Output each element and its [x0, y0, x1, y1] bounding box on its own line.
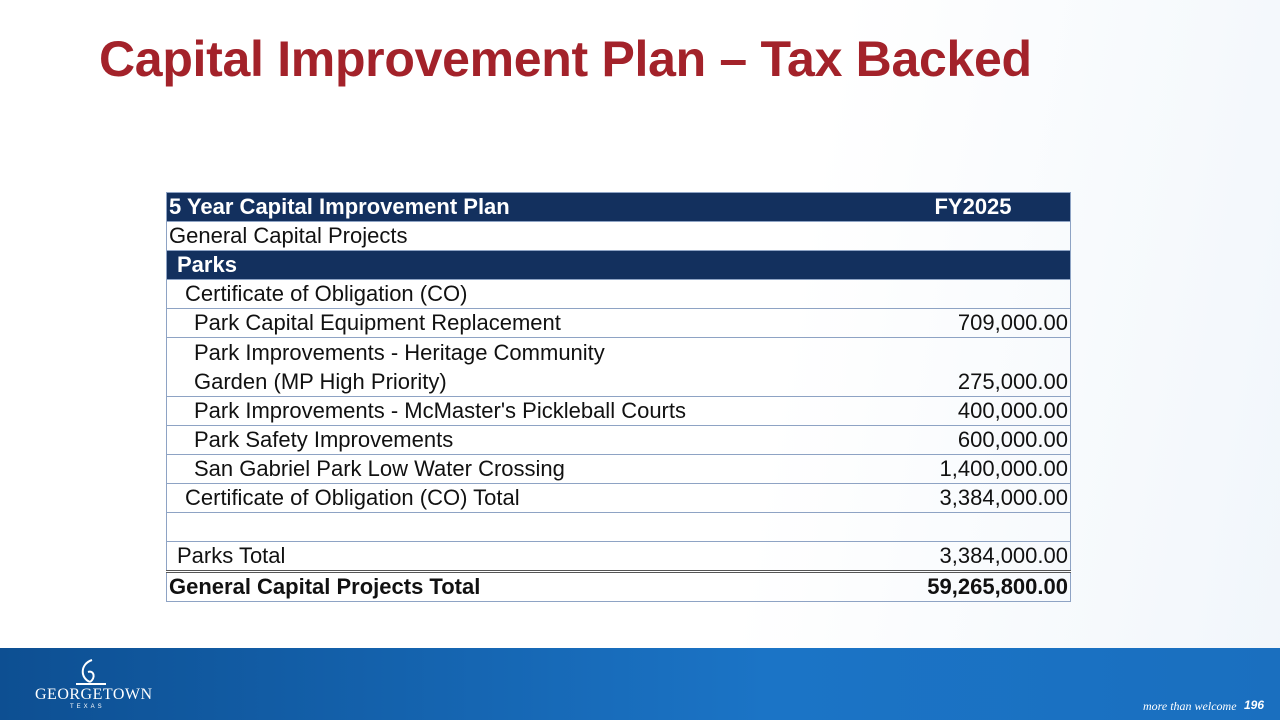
- page-number: 196: [1244, 698, 1265, 712]
- header-row: 5 Year Capital Improvement Plan FY2025: [166, 192, 1071, 222]
- row: General Capital Projects: [166, 221, 1071, 251]
- footer-band: [0, 648, 1280, 720]
- row: Parks Total 3,384,000.00: [166, 541, 1071, 572]
- cell: [166, 512, 876, 542]
- cell: 1,400,000.00: [876, 454, 1071, 484]
- row: Park Improvements - Heritage Community G…: [166, 337, 1071, 397]
- cell: General Capital Projects: [166, 221, 876, 251]
- cell: [876, 250, 1071, 280]
- cell: Park Improvements - McMaster's Picklebal…: [166, 396, 876, 426]
- cell: [876, 221, 1071, 251]
- cell: Park Improvements - Heritage Community G…: [166, 337, 876, 397]
- header-cell: 5 Year Capital Improvement Plan: [166, 192, 876, 222]
- cell: Certificate of Obligation (CO) Total: [166, 483, 876, 513]
- slide-title: Capital Improvement Plan – Tax Backed: [99, 31, 1032, 87]
- cell: 600,000.00: [876, 425, 1071, 455]
- cell: Park Capital Equipment Replacement: [166, 308, 876, 338]
- row: Park Safety Improvements 600,000.00: [166, 425, 1071, 455]
- cell: Parks Total: [166, 541, 876, 572]
- cell: [876, 279, 1071, 309]
- tagline: more than welcome: [1143, 699, 1237, 713]
- row: San Gabriel Park Low Water Crossing 1,400…: [166, 454, 1071, 484]
- cell: 275,000.00: [876, 337, 1071, 397]
- cell: 3,384,000.00: [876, 483, 1071, 513]
- logo-text: GEORGETOWN: [35, 686, 153, 703]
- logo-mark: [76, 659, 106, 685]
- cell: Park Safety Improvements: [166, 425, 876, 455]
- cell: 59,265,800.00: [876, 570, 1071, 602]
- cip-table: 5 Year Capital Improvement Plan FY2025 Ge…: [166, 192, 1071, 602]
- row: Parks: [166, 250, 1071, 280]
- cell: 709,000.00: [876, 308, 1071, 338]
- cell: Parks: [166, 250, 876, 280]
- cell: Certificate of Obligation (CO): [166, 279, 876, 309]
- row: General Capital Projects Total 59,265,800…: [166, 570, 1071, 602]
- cell: 400,000.00: [876, 396, 1071, 426]
- row: Park Capital Equipment Replacement 709,00…: [166, 308, 1071, 338]
- logo-subtext: TEXAS: [70, 704, 105, 710]
- cell: 3,384,000.00: [876, 541, 1071, 572]
- cell: San Gabriel Park Low Water Crossing: [166, 454, 876, 484]
- row: Certificate of Obligation (CO) Total 3,38…: [166, 483, 1071, 513]
- cell: [876, 512, 1071, 542]
- header-cell: FY2025: [876, 192, 1071, 222]
- row: Park Improvements - McMaster's Picklebal…: [166, 396, 1071, 426]
- cell: General Capital Projects Total: [166, 570, 876, 602]
- row: Certificate of Obligation (CO): [166, 279, 1071, 309]
- spacer-row: [166, 512, 1071, 542]
